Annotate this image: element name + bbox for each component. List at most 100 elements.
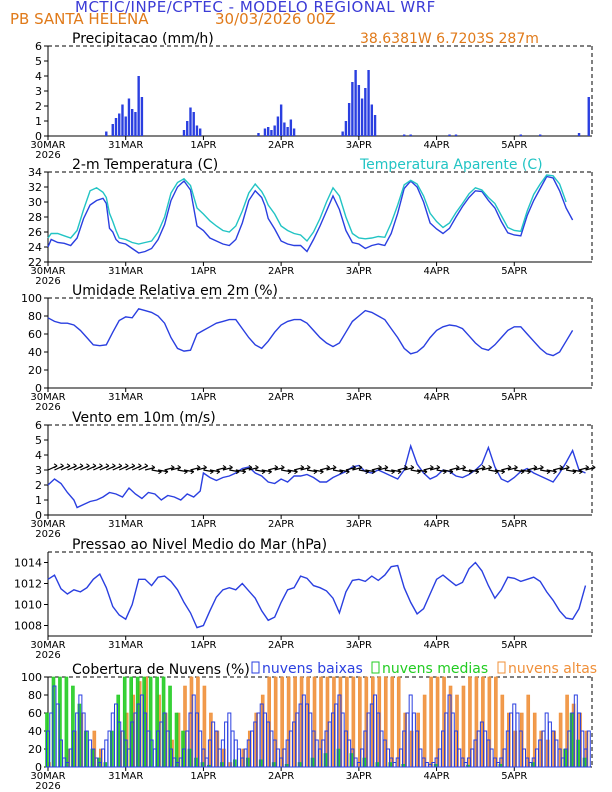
wind-arrow <box>216 466 227 471</box>
precip-xtick-year: 2026 <box>35 150 60 161</box>
pressure-xtick-label: 5APR <box>501 640 527 651</box>
cloud-legend-swatch <box>497 661 506 674</box>
precip-bar <box>114 118 118 136</box>
wind-xtick-label: 31MAR <box>108 519 143 530</box>
wind-arrowhead <box>255 464 259 470</box>
precip-bar <box>402 134 406 136</box>
run-date: 30/03/2026 00Z <box>215 10 336 28</box>
wind-xtick-label: 1APR <box>190 519 216 530</box>
wind-arrowhead <box>507 464 512 470</box>
wind-arrowhead <box>585 464 589 470</box>
wind-xtick-label: 4APR <box>423 519 449 530</box>
cloud-bar-nuvens-baixas <box>502 748 507 768</box>
temp-xtick-label: 4APR <box>423 266 449 277</box>
cloud-bar-nuvens-baixas <box>88 739 93 768</box>
precip-bar <box>105 131 108 136</box>
wind-arrow <box>177 469 188 473</box>
wind-arrow <box>384 469 395 473</box>
wind-arrow <box>507 466 518 471</box>
cloud-bar-nuvens-baixas <box>470 748 475 768</box>
precip-bar <box>344 121 348 136</box>
cloud-bar-nuvens-baixas <box>411 712 416 768</box>
precip-bar <box>292 128 296 136</box>
rh-xtick-label: 5APR <box>501 392 527 403</box>
cloud-bar-nuvens-baixas <box>101 748 106 768</box>
cloud-bar-nuvens-baixas <box>269 730 274 768</box>
cloud-bar-nuvens-baixas <box>392 762 397 768</box>
cloud-bar-nuvens-baixas <box>347 739 352 768</box>
precip-ytick-label: 2 <box>35 100 42 113</box>
wind-arrow <box>546 469 557 473</box>
wind-arrow <box>585 466 596 471</box>
wind-arrowhead <box>131 463 136 469</box>
wind-arrow <box>449 466 460 471</box>
wind-arrow <box>540 469 551 473</box>
clouds-xtick-label: 4APR <box>423 771 449 782</box>
wind-arrow <box>170 466 181 471</box>
wind-arrowhead <box>455 464 460 470</box>
station-coordinates: 38.6381W 6.7203S 287m <box>360 31 539 47</box>
wind-arrow <box>565 469 577 473</box>
cloud-bar-nuvens-baixas <box>386 748 390 768</box>
wind-arrow <box>203 469 214 473</box>
precip-xtick-label: 1APR <box>190 140 216 151</box>
wind-arrowhead <box>92 463 97 469</box>
precip-bar <box>289 119 293 136</box>
wind-arrowhead <box>151 464 156 470</box>
wind-arrowhead <box>248 464 253 470</box>
cloud-bar-nuvens-baixas <box>418 748 423 768</box>
cloud-bar-nuvens-baixas <box>58 739 63 768</box>
wind-arrow <box>365 469 376 473</box>
wind-arrowhead <box>488 464 492 470</box>
wind-arrow <box>164 466 175 471</box>
wind-arrowhead <box>177 464 181 470</box>
cloud-bar-nuvens-baixas <box>437 748 442 768</box>
wind-arrow <box>300 466 311 471</box>
clouds-ytick-label: 100 <box>21 671 42 684</box>
precip-bar <box>351 82 354 136</box>
wind-arrow <box>235 469 246 473</box>
precip-bar <box>121 104 124 136</box>
rh-xtick-label: 4APR <box>423 392 449 403</box>
wind-arrowhead <box>73 463 77 469</box>
cloud-bar-nuvens-baixas <box>224 721 229 768</box>
cloud-bar-nuvens-baixas <box>295 712 300 768</box>
temp-xtick-label: 2APR <box>268 266 294 277</box>
wind-arrowhead <box>274 464 279 470</box>
wind-arrowhead <box>144 463 148 469</box>
wind-arrowhead <box>281 464 285 470</box>
precip-bar <box>134 112 137 136</box>
cloud-bar-nuvens-baixas <box>262 712 267 768</box>
wind-arrow <box>209 469 220 473</box>
cloud-bar-nuvens-baixas <box>450 712 455 768</box>
precip-bar <box>354 70 357 136</box>
wind-arrowhead <box>384 464 389 470</box>
pressure-ytick-label: 1008 <box>14 620 42 633</box>
wind-arrow <box>255 469 266 473</box>
clouds-xtick-label: 5APR <box>501 771 527 782</box>
precip-bar <box>266 127 270 136</box>
wind-arrow <box>306 469 317 473</box>
cloud-bar-nuvens-baixas <box>308 712 313 768</box>
wind-arrow <box>397 466 408 471</box>
wind-arrow <box>417 469 428 473</box>
cloud-legend-label: nuvens altas <box>508 661 597 677</box>
cloud-bar-nuvens-baixas <box>204 757 209 768</box>
cloud-bar-nuvens-altas <box>429 676 433 768</box>
cloud-bar-nuvens-baixas <box>217 748 222 768</box>
wind-ytick-label: 6 <box>35 419 42 432</box>
wind-arrowhead <box>540 464 544 470</box>
wind-arrowhead <box>378 464 382 470</box>
wind-ytick-label: 3 <box>35 464 42 477</box>
cloud-bar-nuvens-baixas <box>211 721 216 768</box>
wind-arrow <box>481 466 492 471</box>
wind-arrowhead <box>358 464 363 470</box>
rh-title: Umidade Relativa em 2m (%) <box>72 283 278 299</box>
precip-bar <box>137 76 140 136</box>
wind-arrow <box>494 469 505 473</box>
cloud-bar-nuvens-baixas <box>243 748 248 768</box>
cloud-bar-nuvens-baixas <box>379 730 384 768</box>
wind-arrowhead <box>591 464 596 470</box>
cloud-bar-nuvens-baixas <box>250 730 254 768</box>
